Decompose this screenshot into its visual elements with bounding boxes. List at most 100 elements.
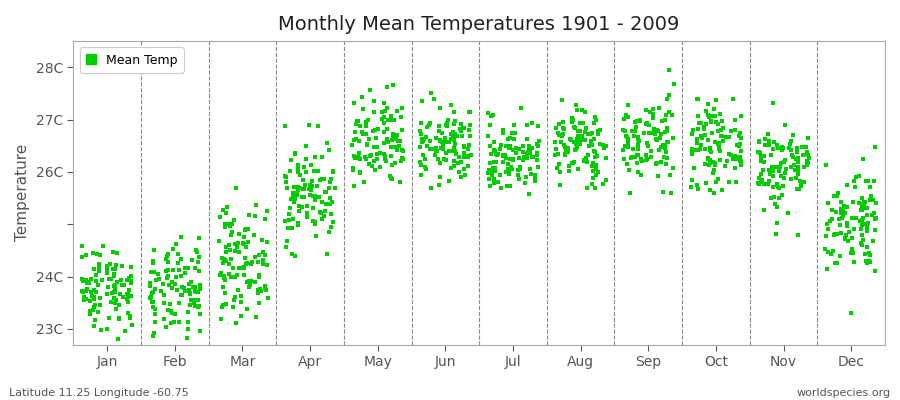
Point	[711, 140, 725, 147]
Point	[727, 164, 742, 171]
Point	[111, 336, 125, 342]
Point	[687, 165, 701, 171]
Point	[573, 137, 588, 143]
Point	[708, 161, 723, 168]
Point	[384, 137, 399, 143]
Point	[553, 169, 567, 175]
Point	[704, 118, 718, 125]
Point	[142, 280, 157, 286]
Point	[183, 290, 197, 296]
Point	[714, 127, 728, 133]
Point	[260, 295, 274, 302]
Point	[488, 165, 502, 172]
Point	[685, 151, 699, 158]
Point	[237, 265, 251, 271]
Point	[858, 251, 872, 258]
Point	[346, 165, 361, 171]
Point	[100, 291, 114, 298]
Point	[830, 260, 844, 266]
Point	[554, 97, 569, 103]
Point	[662, 172, 677, 178]
Point	[860, 220, 875, 226]
Point	[866, 238, 880, 244]
Point	[778, 170, 792, 176]
Point	[145, 299, 159, 305]
Point	[666, 135, 680, 141]
Point	[251, 300, 266, 306]
Point	[507, 147, 521, 153]
Point	[825, 207, 840, 213]
Point	[486, 164, 500, 171]
Point	[167, 318, 182, 325]
Point	[660, 124, 674, 131]
Point	[585, 130, 599, 136]
Point	[252, 272, 266, 278]
Point	[239, 306, 254, 312]
Point	[87, 287, 102, 293]
Point	[649, 161, 663, 167]
Point	[423, 137, 437, 144]
Point	[855, 216, 869, 223]
Point	[447, 158, 462, 164]
Point	[766, 184, 780, 190]
Point	[820, 221, 834, 227]
Point	[837, 203, 851, 210]
Point	[323, 211, 338, 218]
Point	[112, 316, 126, 322]
Point	[840, 220, 854, 226]
Point	[228, 241, 242, 247]
Point	[175, 292, 189, 298]
Point	[447, 118, 462, 124]
Point	[250, 287, 265, 294]
Point	[125, 322, 140, 328]
Point	[587, 120, 601, 126]
Point	[78, 288, 93, 294]
Point	[92, 261, 106, 268]
Point	[288, 151, 302, 157]
Point	[86, 322, 101, 329]
Point	[302, 192, 317, 198]
Point	[390, 144, 404, 151]
Point	[565, 118, 580, 125]
Point	[868, 216, 883, 222]
Point	[862, 252, 877, 258]
Point	[225, 220, 239, 227]
Point	[503, 135, 517, 141]
Point	[778, 158, 792, 165]
Point	[218, 277, 232, 283]
Point	[580, 184, 594, 191]
Point	[686, 127, 700, 134]
Point	[644, 109, 658, 116]
Point	[257, 216, 272, 222]
Point	[697, 124, 711, 131]
Point	[840, 204, 854, 210]
Point	[392, 143, 407, 149]
Point	[703, 119, 717, 126]
Point	[566, 160, 580, 166]
Point	[376, 120, 391, 126]
Point	[838, 210, 852, 216]
Point	[863, 196, 878, 203]
Point	[852, 173, 867, 179]
Point	[345, 142, 359, 148]
Point	[292, 169, 306, 176]
Point	[491, 179, 506, 185]
Point	[658, 129, 672, 136]
Point	[631, 169, 645, 175]
Point	[101, 284, 115, 290]
Point	[767, 139, 781, 145]
Point	[783, 141, 797, 148]
Point	[147, 330, 161, 337]
Point	[315, 216, 329, 222]
Point	[521, 149, 535, 155]
Point	[522, 190, 536, 197]
Point	[844, 250, 859, 256]
Point	[176, 285, 191, 292]
Point	[121, 294, 135, 300]
Point	[629, 124, 643, 130]
Point	[108, 282, 122, 288]
Point	[96, 242, 111, 249]
Point	[378, 156, 392, 163]
Point	[308, 219, 322, 226]
Point	[860, 224, 875, 230]
